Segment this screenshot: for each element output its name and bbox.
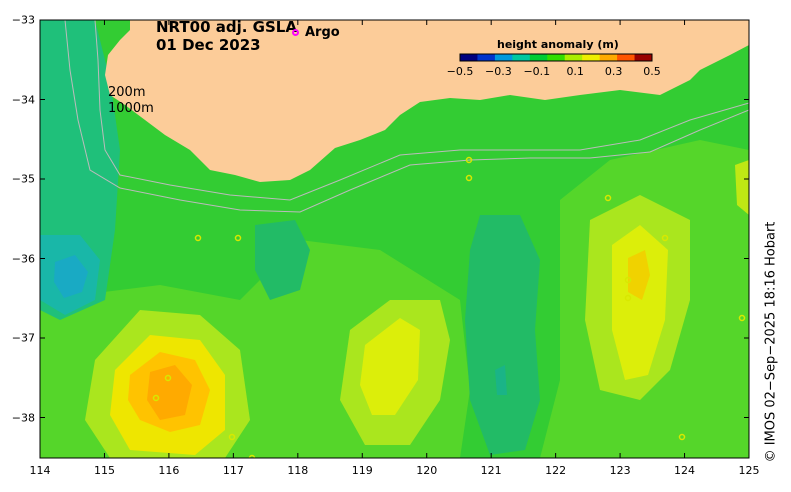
y-tick-label: −36 xyxy=(11,252,35,265)
colorbar-tick-label: 0.5 xyxy=(643,65,661,78)
colorbar-swatch xyxy=(617,54,636,61)
y-axis xyxy=(40,19,749,418)
argo-float[interactable] xyxy=(152,394,160,402)
isobath-200m xyxy=(94,20,749,201)
colorbar-tick-label: −0.3 xyxy=(485,65,512,78)
y-tick-label: −35 xyxy=(11,172,35,186)
y-tick-label: −37 xyxy=(11,331,35,345)
x-tick-label: 118 xyxy=(287,464,309,477)
title-date: 01 Dec 2023 xyxy=(156,36,261,54)
isobath-1000m xyxy=(64,20,749,213)
x-tick-label: 121 xyxy=(480,464,502,477)
colorbar-swatch xyxy=(494,54,513,61)
colorbar-swatch xyxy=(599,54,618,61)
x-tick-label: 123 xyxy=(609,464,631,477)
title-product: NRT00 adj. GSLA xyxy=(156,18,297,36)
colorbar-swatch xyxy=(529,54,548,61)
argo-legend-label: Argo xyxy=(305,25,340,40)
anomaly-field-cyan-core xyxy=(54,255,88,298)
argo-float[interactable] xyxy=(164,374,172,382)
colorbar xyxy=(459,53,653,62)
y-tick-label: −34 xyxy=(11,93,35,106)
x-tick-label: 125 xyxy=(738,464,760,477)
y-tick-label: −38 xyxy=(11,411,35,424)
y-tick-label: −33 xyxy=(11,13,35,27)
anomaly-field-yellow-center xyxy=(360,318,420,415)
argo-float[interactable] xyxy=(465,174,473,182)
colorbar-frame xyxy=(459,53,653,62)
x-tick-label: 122 xyxy=(545,464,567,477)
colorbar-swatch xyxy=(547,54,566,61)
argo-float[interactable] xyxy=(738,314,746,322)
anomaly-field-yellow-far-east xyxy=(735,160,749,215)
anomaly-field-teal-channel-core xyxy=(495,365,507,395)
x-axis xyxy=(39,20,750,458)
plot-frame xyxy=(39,19,750,459)
argo-float[interactable] xyxy=(248,454,256,461)
x-tick-label: 120 xyxy=(416,464,438,477)
colorbar-swatch xyxy=(460,54,478,61)
x-tick-label: 116 xyxy=(158,464,180,477)
x-tick-label: 115 xyxy=(93,464,115,477)
colorbar-swatch xyxy=(477,54,496,61)
argo-float[interactable] xyxy=(465,156,473,164)
argo-float[interactable] xyxy=(661,234,669,242)
colorbar-title: height anomaly (m) xyxy=(497,38,619,51)
argo-float[interactable] xyxy=(624,294,632,302)
argo-float[interactable] xyxy=(228,433,236,441)
credit-text: © IMOS 02−Sep−2025 18:16 Hobart xyxy=(763,221,779,463)
colorbar-tick-label: 0.1 xyxy=(566,65,584,78)
colorbar-swatch xyxy=(564,54,583,61)
argo-legend: Argo xyxy=(292,25,340,40)
isobath-200m-label: 200m xyxy=(108,85,146,100)
anomaly-field-yellow-east xyxy=(612,225,668,380)
argo-float[interactable] xyxy=(678,433,686,441)
colorbar-swatch xyxy=(582,54,601,61)
argo-float[interactable] xyxy=(624,276,632,284)
argo-float[interactable] xyxy=(604,194,612,202)
anomaly-field-teal-center xyxy=(255,220,310,300)
argo-float[interactable] xyxy=(234,234,242,242)
colorbar-tick-label: −0.1 xyxy=(523,65,551,78)
anomaly-field-deeporange-sw xyxy=(147,365,192,420)
colorbar-swatch xyxy=(634,54,653,61)
anomaly-field-teal-channel xyxy=(465,215,540,455)
argo-floats xyxy=(152,156,746,461)
colorbar-swatch xyxy=(512,54,531,61)
isobath-1000m-label: 1000m xyxy=(108,101,154,116)
colorbar-tick-label: 0.3 xyxy=(604,65,623,78)
x-tick-label: 119 xyxy=(351,464,373,477)
x-tick-label: 124 xyxy=(674,464,696,477)
argo-marker-icon xyxy=(292,29,299,36)
map-title: NRT00 adj. GSLA 01 Dec 2023 xyxy=(156,18,297,54)
colorbar-tick-label: −0.5 xyxy=(446,65,474,78)
anomaly-field-gold-east xyxy=(628,250,650,300)
x-tick-label: 117 xyxy=(222,464,244,477)
x-tick-label: 114 xyxy=(29,464,51,477)
argo-float[interactable] xyxy=(194,234,202,242)
